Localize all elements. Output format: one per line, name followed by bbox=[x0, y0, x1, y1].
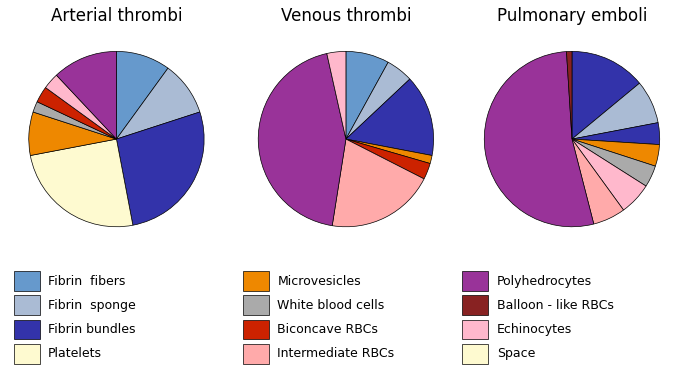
Wedge shape bbox=[116, 68, 200, 139]
Wedge shape bbox=[484, 52, 594, 227]
FancyBboxPatch shape bbox=[14, 271, 40, 291]
Wedge shape bbox=[116, 112, 204, 225]
Wedge shape bbox=[346, 79, 434, 156]
Wedge shape bbox=[572, 139, 623, 224]
Title: Pulmonary emboli: Pulmonary emboli bbox=[497, 7, 647, 25]
FancyBboxPatch shape bbox=[243, 320, 269, 339]
Wedge shape bbox=[346, 62, 410, 139]
Text: White blood cells: White blood cells bbox=[277, 299, 385, 312]
Wedge shape bbox=[45, 75, 116, 139]
Text: Space: Space bbox=[497, 347, 535, 360]
Wedge shape bbox=[572, 83, 658, 139]
Text: Echinocytes: Echinocytes bbox=[497, 323, 572, 336]
Text: Biconcave RBCs: Biconcave RBCs bbox=[277, 323, 378, 336]
Wedge shape bbox=[327, 51, 346, 139]
Wedge shape bbox=[572, 139, 656, 186]
Text: Fibrin  fibers: Fibrin fibers bbox=[48, 274, 125, 288]
Title: Venous thrombi: Venous thrombi bbox=[281, 7, 411, 25]
Wedge shape bbox=[572, 123, 660, 145]
FancyBboxPatch shape bbox=[462, 344, 488, 363]
FancyBboxPatch shape bbox=[462, 320, 488, 339]
FancyBboxPatch shape bbox=[14, 295, 40, 315]
Wedge shape bbox=[572, 51, 640, 139]
FancyBboxPatch shape bbox=[243, 295, 269, 315]
Text: Polyhedrocytes: Polyhedrocytes bbox=[497, 274, 592, 288]
Text: Platelets: Platelets bbox=[48, 347, 102, 360]
FancyBboxPatch shape bbox=[462, 271, 488, 291]
Text: Microvesicles: Microvesicles bbox=[277, 274, 361, 288]
Wedge shape bbox=[572, 139, 646, 210]
FancyBboxPatch shape bbox=[462, 295, 488, 315]
Wedge shape bbox=[33, 102, 116, 139]
Wedge shape bbox=[258, 53, 346, 226]
Wedge shape bbox=[346, 51, 388, 139]
FancyBboxPatch shape bbox=[14, 320, 40, 339]
Wedge shape bbox=[116, 51, 168, 139]
FancyBboxPatch shape bbox=[243, 271, 269, 291]
Wedge shape bbox=[566, 51, 572, 139]
Text: Balloon - like RBCs: Balloon - like RBCs bbox=[497, 299, 614, 312]
Wedge shape bbox=[346, 139, 432, 164]
Wedge shape bbox=[56, 51, 116, 139]
Text: Fibrin bundles: Fibrin bundles bbox=[48, 323, 136, 336]
Wedge shape bbox=[30, 139, 133, 227]
FancyBboxPatch shape bbox=[14, 344, 40, 363]
Wedge shape bbox=[37, 87, 116, 139]
FancyBboxPatch shape bbox=[243, 344, 269, 363]
Wedge shape bbox=[346, 139, 430, 179]
Wedge shape bbox=[29, 112, 116, 156]
Text: Fibrin  sponge: Fibrin sponge bbox=[48, 299, 136, 312]
Title: Arterial thrombi: Arterial thrombi bbox=[51, 7, 182, 25]
Wedge shape bbox=[572, 139, 660, 166]
Wedge shape bbox=[332, 139, 424, 227]
Text: Intermediate RBCs: Intermediate RBCs bbox=[277, 347, 395, 360]
